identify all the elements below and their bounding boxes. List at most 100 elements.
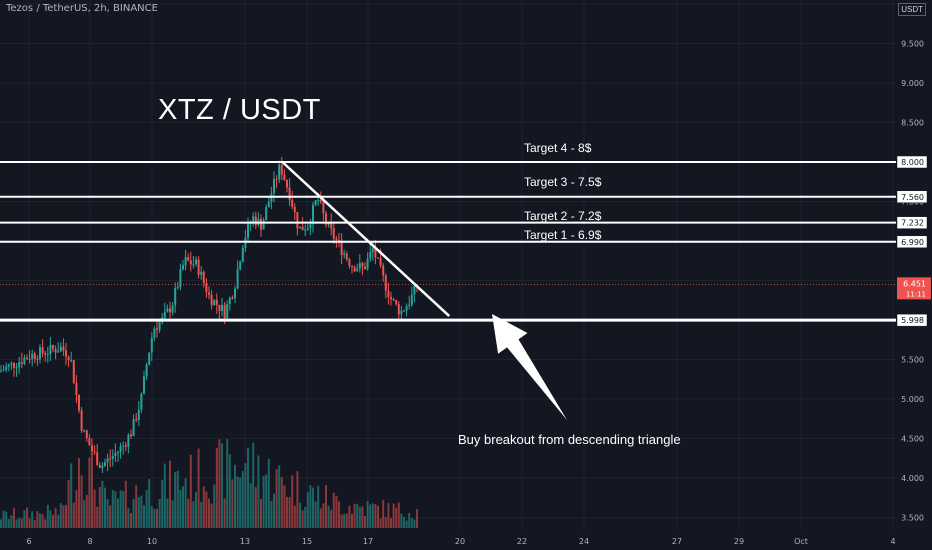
volume-bar [119, 490, 122, 528]
target-1-label: Target 1 - 6.9$ [524, 228, 602, 242]
level-tag [896, 216, 928, 229]
volume-bar [369, 504, 372, 528]
candle-body [239, 261, 242, 270]
candle-body [306, 228, 309, 230]
volume-bar [33, 520, 36, 528]
candles [0, 157, 418, 474]
volume-bar [195, 491, 197, 528]
volume-bar [15, 519, 18, 528]
volume-bar [2, 510, 5, 528]
volume-bar [267, 458, 270, 528]
volume-bar [332, 492, 335, 528]
volume-bar [153, 508, 156, 528]
volume-bar [228, 454, 231, 528]
volume-bar [124, 480, 127, 528]
volume-bar [31, 511, 34, 528]
last-price-tag [897, 277, 931, 300]
volume-bar [280, 477, 283, 528]
candle-body [122, 445, 125, 447]
volume-bar [218, 439, 221, 528]
volume-bar [163, 463, 166, 528]
candle-body [171, 305, 174, 313]
volume-bar [270, 500, 273, 528]
volume-bar [405, 520, 408, 528]
candle-body [283, 174, 286, 181]
candle-body [296, 212, 299, 229]
candle-body [7, 364, 10, 367]
time-tick-label: 6 [26, 537, 31, 546]
candle-body [408, 304, 411, 306]
volume-bar [364, 516, 366, 528]
volume-bar [150, 506, 153, 528]
target-3-label: Target 3 - 7.5$ [524, 175, 602, 189]
volume-bar [309, 485, 312, 528]
candle-body [187, 256, 190, 261]
volume-bar [114, 491, 117, 528]
candle-body [377, 257, 379, 259]
candle-body [210, 294, 213, 306]
volume-bar [353, 503, 356, 528]
currency-badge[interactable]: USDT [898, 3, 926, 16]
candle-body [335, 238, 338, 241]
candle-body [109, 458, 112, 460]
candle-body [26, 357, 28, 359]
candle-body [353, 266, 356, 272]
candle-body [93, 451, 96, 453]
candle-body [286, 180, 288, 188]
candle-body [2, 369, 5, 371]
volume-bar [390, 518, 392, 528]
volume-bar [158, 498, 161, 528]
volume-bar [169, 460, 171, 528]
candle-body [96, 452, 99, 465]
volume-bar [249, 483, 252, 528]
volume-bar [83, 500, 86, 528]
level-tag [896, 235, 928, 249]
volume-bar [239, 477, 242, 528]
candle-body [52, 344, 54, 349]
candle-body [65, 350, 67, 357]
candle-body [403, 310, 405, 312]
volume-bar [348, 505, 351, 528]
volume-bar [179, 489, 182, 528]
candle-body [218, 304, 221, 311]
volume-bar [93, 489, 96, 528]
volume-bar [379, 518, 382, 528]
volume-bar [366, 501, 369, 528]
candle-body [83, 430, 86, 432]
volume-bar [5, 511, 8, 528]
volume-bar [330, 509, 333, 528]
volume-bar [335, 495, 338, 528]
volume-bar [171, 500, 174, 528]
volume-bar [182, 486, 184, 528]
level-label: 7.232 [901, 219, 924, 228]
volume-bar [13, 508, 15, 528]
candle-body [343, 253, 346, 255]
candle-body [351, 266, 353, 268]
candle-body [189, 260, 192, 265]
volume-bar [408, 513, 411, 528]
volume-bar [91, 453, 93, 528]
volume-bar [0, 519, 2, 528]
volume-bar [231, 479, 234, 528]
candle-body [278, 164, 281, 180]
candle-body [46, 353, 49, 355]
candle-body [301, 226, 304, 231]
volume-bar [241, 471, 244, 528]
volume-bar [148, 479, 151, 528]
candle-body [387, 290, 390, 298]
candle-body [205, 282, 208, 293]
candle-body [39, 347, 41, 360]
volume-bar [109, 505, 112, 528]
descending-trendline [281, 161, 451, 317]
volume-bar [286, 496, 288, 528]
volume-bar [75, 490, 78, 528]
candle-body [132, 419, 135, 437]
price-axis: 9.5009.0008.5008.0007.5007.0006.5006.000… [896, 40, 931, 523]
volume-bar [176, 470, 179, 528]
volume-bar [137, 497, 140, 528]
time-tick-label: 13 [240, 537, 250, 546]
candle-body [356, 268, 359, 272]
volume-bar [384, 516, 387, 528]
volume-bar [10, 515, 13, 528]
